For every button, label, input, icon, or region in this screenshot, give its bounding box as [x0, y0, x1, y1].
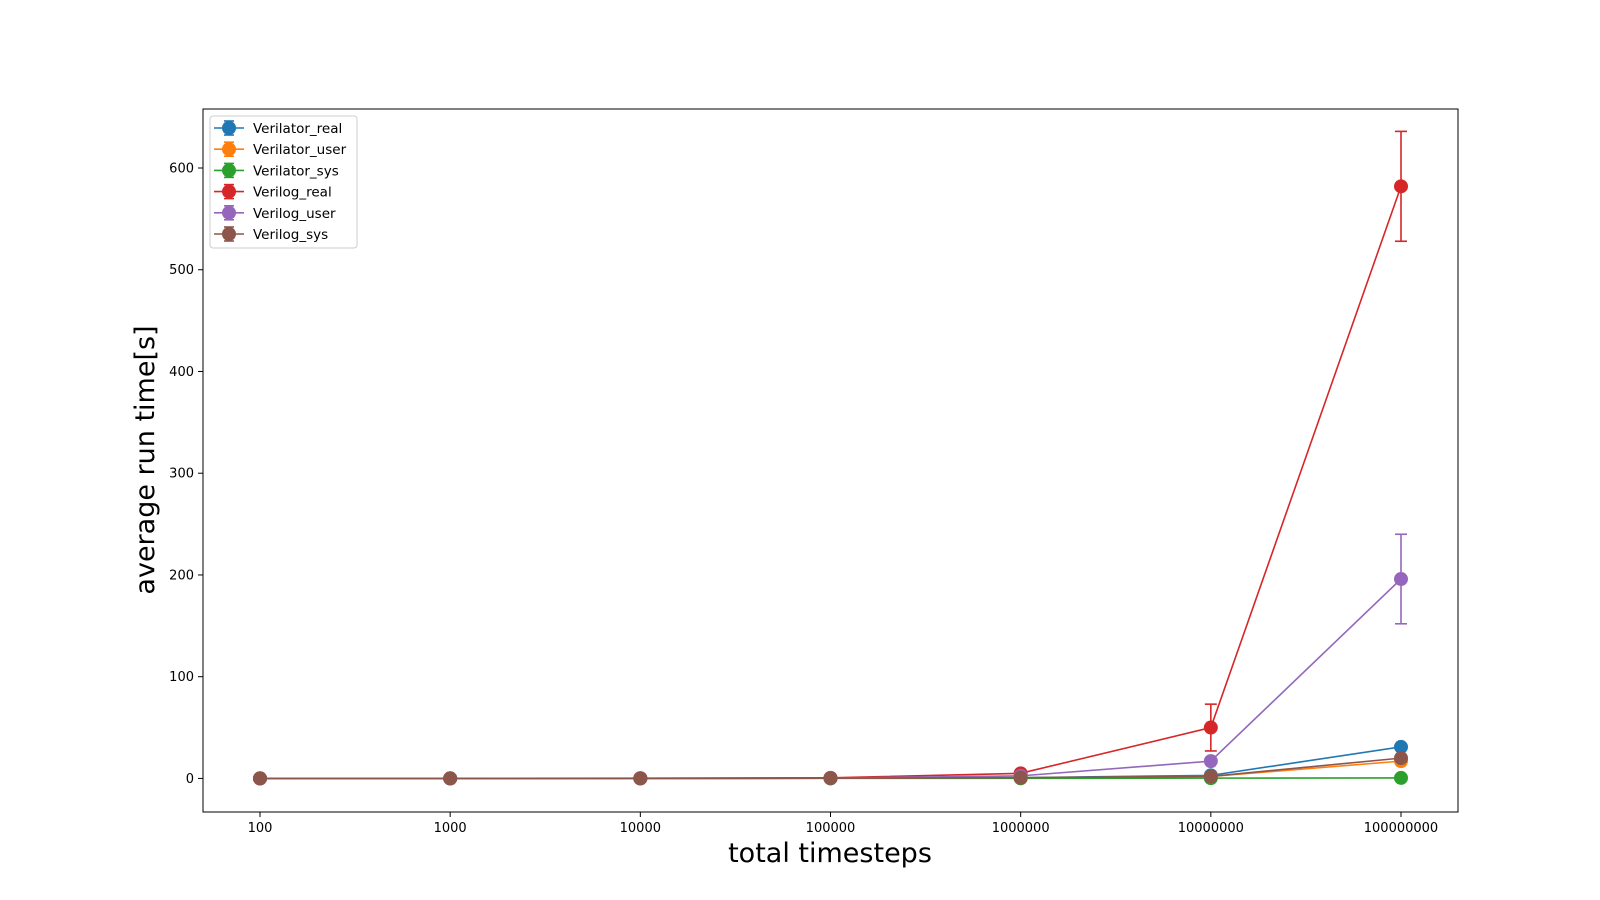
legend-label: Verilog_user: [253, 206, 336, 222]
x-axis-label: total timesteps: [728, 838, 932, 869]
data-point: [253, 771, 267, 786]
x-tick-label: 100: [248, 821, 273, 836]
x-axis-ticks: 100 1000 10000 100000 1000000 10000000 1000000…: [248, 812, 1438, 836]
data-point: [823, 771, 838, 786]
y-tick-label: 200: [169, 568, 194, 583]
legend-items: Verilator_real Verilator_user Verilator_sy…: [214, 120, 347, 243]
data-point: [443, 771, 458, 786]
legend-item-Verilog_real: Verilog_real: [214, 183, 332, 201]
legend-item-Verilog_sys: Verilog_sys: [214, 226, 328, 243]
x-tick-label: 10000000: [1178, 821, 1244, 836]
data-point: [1203, 754, 1218, 769]
data-point: [1203, 720, 1218, 735]
legend: Verilator_real Verilator_user Verilator_sy…: [209, 115, 358, 249]
x-tick-label: 10000: [620, 821, 661, 836]
data-point: [1394, 751, 1408, 766]
y-tick-label: 500: [169, 263, 194, 278]
y-tick-label: 0: [186, 772, 194, 787]
legend-label: Verilator_user: [253, 142, 347, 158]
y-axis-ticks: 0 100 200 300 400 500 600: [169, 162, 203, 787]
data-point: [1394, 739, 1408, 754]
data-point: [1013, 770, 1028, 785]
legend-marker: [222, 163, 236, 178]
legend-frame: [209, 115, 358, 249]
legend-label: Verilator_sys: [253, 163, 339, 179]
axes-frame: [202, 108, 1459, 813]
legend-marker: [222, 227, 236, 241]
data-point: [633, 771, 648, 786]
legend-label: Verilog_real: [253, 185, 332, 201]
legend-item-Verilator_real: Verilator_real: [214, 120, 342, 137]
x-tick-label: 100000000: [1364, 821, 1438, 836]
y-axis-label: average run time[s]: [130, 325, 161, 594]
x-tick-label: 1000000: [992, 821, 1050, 836]
y-tick-label: 400: [169, 365, 194, 380]
x-tick-label: 100000: [806, 821, 856, 836]
legend-marker: [222, 205, 236, 220]
plot-area: 100 1000 10000 100000 1000000 10000000 1000000…: [169, 108, 1459, 836]
legend-marker: [222, 184, 236, 199]
legend-label: Verilog_sys: [253, 227, 328, 243]
legend-label: Verilator_real: [253, 121, 342, 137]
legend-item-Verilog_user: Verilog_user: [214, 205, 336, 222]
y-tick-label: 100: [169, 670, 194, 685]
y-tick-label: 600: [169, 162, 194, 177]
y-tick-label: 300: [169, 467, 194, 482]
legend-item-Verilator_user: Verilator_user: [214, 141, 347, 158]
x-tick-label: 1000: [434, 821, 467, 836]
series-Verilog_sys: [253, 751, 1408, 786]
legend-marker: [222, 142, 236, 157]
data-point: [1394, 572, 1408, 587]
data-point: [1394, 770, 1408, 785]
data-point: [1203, 769, 1218, 784]
series-layer: [253, 130, 1408, 786]
legend-marker: [222, 121, 236, 135]
data-point: [1394, 179, 1408, 194]
legend-item-Verilator_sys: Verilator_sys: [214, 162, 339, 179]
